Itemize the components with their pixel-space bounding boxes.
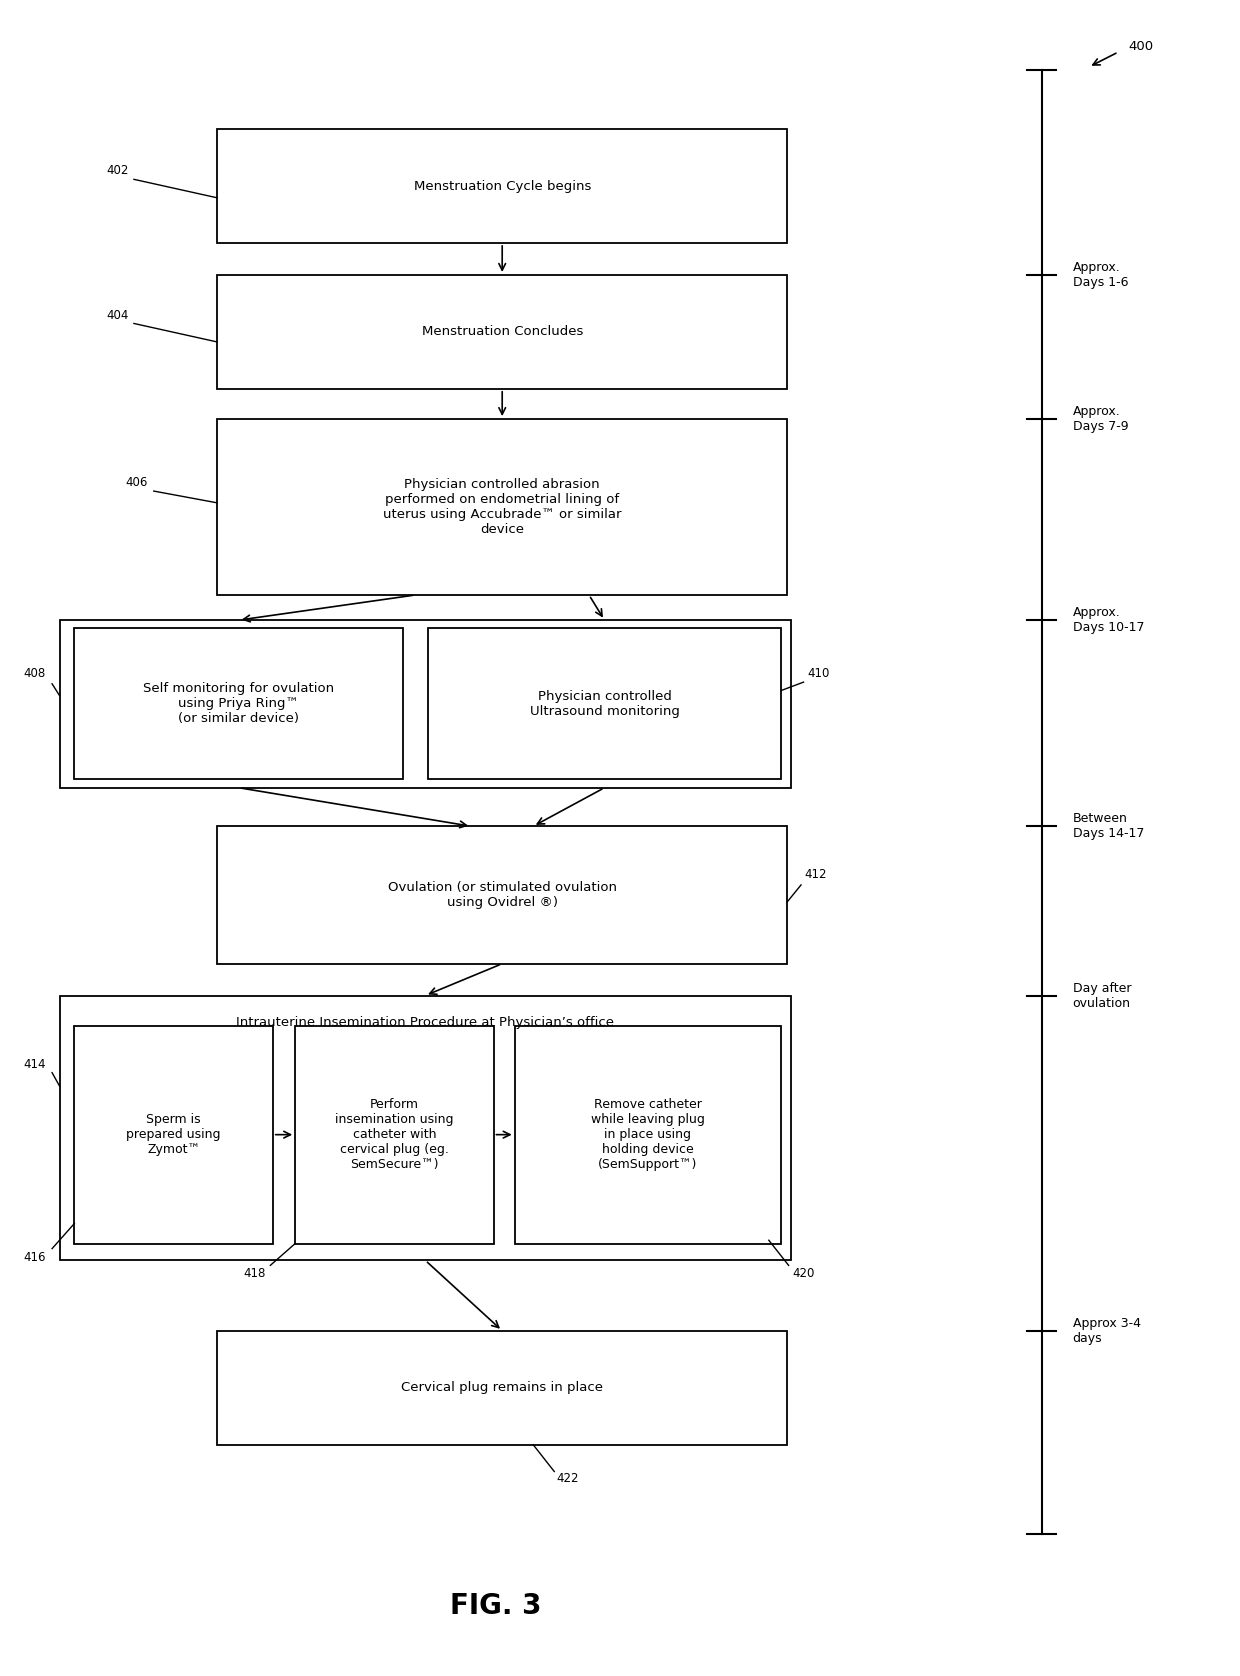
Text: Remove catheter
while leaving plug
in place using
holding device
(SemSupport™): Remove catheter while leaving plug in pl… <box>591 1098 704 1172</box>
Text: 412: 412 <box>805 868 827 882</box>
Text: Intrauterine Insemination Procedure at Physician’s office: Intrauterine Insemination Procedure at P… <box>237 1016 614 1029</box>
Bar <box>217 129 787 243</box>
Bar <box>60 996 791 1260</box>
Text: Cervical plug remains in place: Cervical plug remains in place <box>402 1381 603 1394</box>
Bar <box>217 419 787 595</box>
Text: Menstruation Concludes: Menstruation Concludes <box>422 325 583 339</box>
Text: 404: 404 <box>107 308 129 322</box>
Text: 420: 420 <box>792 1267 815 1280</box>
Text: 400: 400 <box>1128 40 1153 54</box>
Text: Day after
ovulation: Day after ovulation <box>1073 982 1131 1009</box>
Text: Sperm is
prepared using
Zymot™: Sperm is prepared using Zymot™ <box>126 1113 221 1156</box>
Text: Physician controlled
Ultrasound monitoring: Physician controlled Ultrasound monitori… <box>529 691 680 717</box>
Text: Ovulation (or stimulated ovulation
using Ovidrel ®): Ovulation (or stimulated ovulation using… <box>388 882 616 908</box>
Bar <box>74 628 403 779</box>
Text: Menstruation Cycle begins: Menstruation Cycle begins <box>413 179 591 193</box>
Text: 408: 408 <box>24 667 46 680</box>
Text: Self monitoring for ovulation
using Priya Ring™
(or similar device): Self monitoring for ovulation using Priy… <box>143 682 335 726</box>
Text: Approx 3-4
days: Approx 3-4 days <box>1073 1317 1141 1344</box>
Text: 410: 410 <box>807 667 830 680</box>
Text: Approx.
Days 1-6: Approx. Days 1-6 <box>1073 261 1128 288</box>
Text: Perform
insemination using
catheter with
cervical plug (eg.
SemSecure™): Perform insemination using catheter with… <box>335 1098 454 1172</box>
Text: Approx.
Days 10-17: Approx. Days 10-17 <box>1073 607 1145 634</box>
Text: 406: 406 <box>125 476 148 489</box>
Bar <box>295 1026 494 1244</box>
Bar <box>74 1026 273 1244</box>
Text: 418: 418 <box>243 1267 265 1280</box>
Bar <box>217 826 787 964</box>
Text: 416: 416 <box>24 1250 46 1264</box>
Bar <box>515 1026 781 1244</box>
Bar <box>217 1331 787 1445</box>
Bar <box>217 275 787 389</box>
Text: Between
Days 14-17: Between Days 14-17 <box>1073 813 1145 840</box>
Bar <box>60 620 791 788</box>
Bar <box>428 628 781 779</box>
Text: Approx.
Days 7-9: Approx. Days 7-9 <box>1073 406 1128 432</box>
Text: FIG. 3: FIG. 3 <box>450 1592 542 1619</box>
Text: Physician controlled abrasion
performed on endometrial lining of
uterus using Ac: Physician controlled abrasion performed … <box>383 478 621 536</box>
Text: 422: 422 <box>557 1472 579 1485</box>
Text: 402: 402 <box>107 164 129 178</box>
Text: 414: 414 <box>24 1058 46 1071</box>
